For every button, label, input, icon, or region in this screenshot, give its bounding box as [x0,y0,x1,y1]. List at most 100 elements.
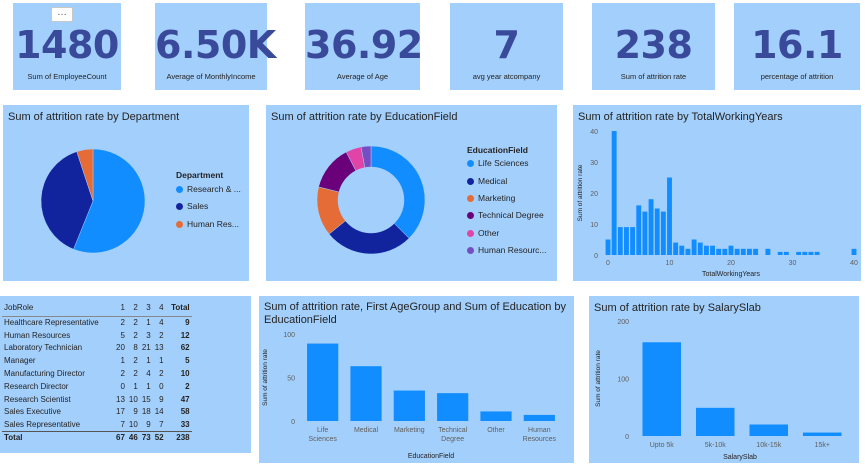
x-tick-label: 10k-15k [756,442,781,449]
table-cell: 7 [159,420,164,430]
y-tick-label: 50 [287,376,295,383]
column-header[interactable]: 1 [114,300,127,317]
legend-item-medical[interactable]: Medical [467,176,507,186]
bar-other [480,411,512,421]
table-row[interactable]: Sales Executive 17 9 18 14 58 [2,406,192,419]
jobrole-table: JobRole 1 2 3 4 Total Healthcare Represe… [2,300,192,444]
table-cell: 2 [133,356,138,366]
x-tick-label: Upto 5k [650,442,675,449]
department-pie-chart[interactable]: Sum of attrition rate by Department Depa… [3,105,249,281]
table-cell: 15 [141,394,151,404]
slice-research-development [73,148,146,254]
legend-item-marketing[interactable]: Marketing [467,193,515,203]
legend-label: Sales [187,201,209,211]
legend-item-human-resources[interactable]: Human Resourc... [467,245,547,255]
legend-label: Life Sciences [478,158,529,168]
bar-year-20 [728,245,734,255]
bar-year-2 [617,227,623,255]
table-row[interactable]: Manufacturing Director 2 2 4 2 10 [2,367,192,380]
kpi-card-attrition-percentage[interactable]: 16.1 percentage of attrition [734,3,860,90]
y-tick-label: 0 [594,253,598,260]
kpi-label: Average of Age [336,72,389,81]
table-row[interactable]: Human Resources 5 2 3 2 12 [2,329,192,342]
table-cell: 13 [154,343,164,353]
slice-human-resources [360,145,372,168]
table-cell: 7 [120,420,125,430]
legend-item-other[interactable]: Other [467,228,499,238]
education-field-bar-chart[interactable]: Sum of attrition rate, First AgeGroup an… [259,296,574,463]
x-tick-label: Marketing [394,427,425,434]
bar-year-12 [679,245,685,255]
column-header[interactable]: JobRole [2,300,114,317]
bar-year-26 [765,248,771,255]
column-header[interactable]: Total [165,300,192,317]
bar-year-5 [636,205,642,255]
table-cell: 1 [146,356,151,366]
kpi-label: Sum of EmployeeCount [27,72,107,81]
x-tick-label: 0 [606,260,610,267]
kpi-card-average-age[interactable]: 36.92 Average of Age [305,3,423,90]
table-total-row[interactable]: Total 67 46 73 52 238 [2,430,192,444]
table-row[interactable]: Sales Representative 7 10 9 7 33 [2,418,192,431]
chart-title: Sum of attrition rate by EducationField [271,111,458,123]
row-total: 12 [180,330,190,340]
legend-label: Human Resourc... [478,245,547,255]
jobrole-matrix[interactable]: JobRole 1 2 3 4 Total Healthcare Represe… [0,296,251,453]
kpi-card-employee-count[interactable]: … 1480 Sum of EmployeeCount [13,3,121,90]
bar-year-11 [673,242,679,255]
y-axis-label: Sum of attrition rate [262,349,269,406]
legend-item-research[interactable]: Research & ... [176,184,241,194]
x-tick-label: 15k+ [815,442,830,449]
column-header[interactable]: 2 [126,300,140,317]
table-cell: 5 [120,330,125,340]
table-cell: 13 [116,394,125,404]
table-cell: 1 [146,318,151,328]
salary-slab-bar-chart[interactable]: Sum of attrition rate by SalarySlab 200 1… [589,296,859,463]
row-label: Human Resources [4,330,71,340]
table-row[interactable]: Research Scientist 13 10 15 9 47 [2,393,192,406]
x-tick-label: Technical [438,427,468,434]
education-donut-chart[interactable]: Sum of attrition rate by EducationField … [266,105,557,281]
row-total: 10 [180,369,190,379]
kpi-value: 16.1 [751,23,843,67]
legend-item-sales[interactable]: Sales [176,201,208,211]
table-row[interactable]: Healthcare Representative 2 2 1 4 9 [2,316,192,329]
kpi-card-avg-year-at-company[interactable]: 7 avg year atcompany [450,3,563,90]
bar-year-32 [802,251,808,255]
table-cell: 17 [116,407,125,417]
table-row[interactable]: Research Director 0 1 1 0 2 [2,380,192,393]
slice-sales [40,151,94,250]
column-header[interactable]: 3 [139,300,153,317]
bar-year-15 [697,242,703,255]
kpi-value: 6.50K [155,23,276,67]
kpi-label: Sum of attrition rate [620,72,687,81]
table-row[interactable]: Manager 1 2 1 1 5 [2,354,192,367]
bar-year-9 [660,211,666,255]
bar-year-33 [808,251,814,255]
kpi-card-attrition-sum[interactable]: 238 Sum of attrition rate [592,3,715,90]
kpi-value: 238 [614,23,693,67]
kpi-label: avg year atcompany [472,72,541,81]
table-cell: 2 [159,369,164,379]
more-options-button[interactable]: … [51,7,73,22]
table-cell: 73 [139,430,153,444]
row-total: 238 [165,430,192,444]
legend-item-technical-degree[interactable]: Technical Degree [467,210,544,220]
y-tick-label: 10 [590,222,598,229]
column-header[interactable]: 4 [152,300,166,317]
legend-item-life-sciences[interactable]: Life Sciences [467,158,529,168]
y-tick-label: 100 [283,332,295,339]
row-total: 5 [185,356,190,366]
table-cell: 2 [133,369,138,379]
table-row[interactable]: Laboratory Technician 20 8 21 13 62 [2,342,192,355]
kpi-card-monthly-income[interactable]: 6.50K Average of MonthlyIncome [155,3,276,90]
legend-label: Medical [478,176,508,186]
table-cell: 1 [146,381,151,391]
bar-year-24 [753,248,759,255]
legend-item-human-resources[interactable]: Human Res... [176,219,239,229]
bar-year-29 [783,251,789,255]
bar-upto-5k [642,342,682,436]
working-years-bar-chart[interactable]: Sum of attrition rate by TotalWorkingYea… [573,105,861,281]
kpi-label: Average of MonthlyIncome [166,72,256,81]
table-cell: 2 [133,330,138,340]
